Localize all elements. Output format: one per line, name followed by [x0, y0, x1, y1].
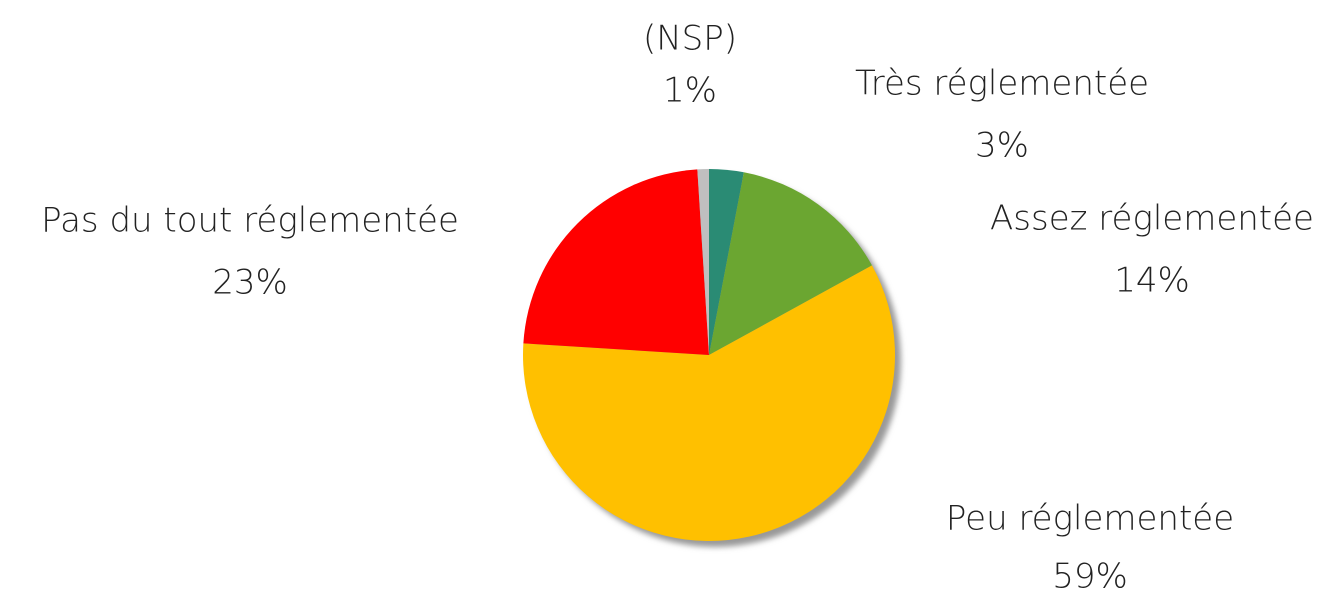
slice-value-label: 3%: [975, 126, 1029, 166]
slice-label: Peu réglementée: [946, 499, 1234, 539]
slice-label: Très réglementée: [855, 64, 1149, 104]
slice-label: Assez réglementée: [990, 199, 1314, 239]
pie-slice: [522, 265, 895, 541]
slice-label: Pas du tout réglementée: [41, 201, 459, 241]
slice-value-label: 59%: [1052, 557, 1128, 589]
pie-slice: [709, 169, 744, 355]
pie-slice: [709, 172, 872, 355]
slice-value-label: 23%: [212, 263, 288, 303]
slice-value-label: 1%: [663, 71, 717, 111]
pie-slice: [697, 169, 709, 355]
pie-slice: [523, 169, 709, 355]
slice-value-label: 14%: [1114, 261, 1190, 301]
slice-label: (NSP): [643, 19, 737, 59]
